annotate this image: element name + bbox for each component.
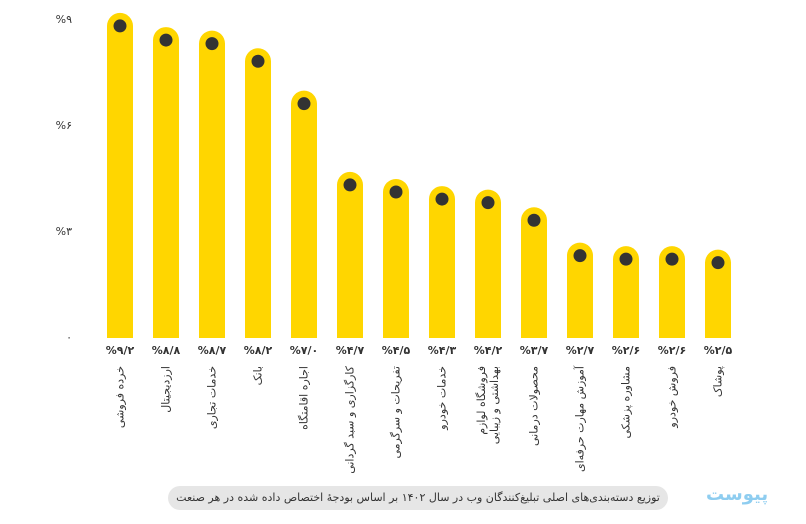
logo: پیوست bbox=[706, 484, 769, 505]
bar-dot bbox=[619, 252, 633, 266]
value-label: %۲/۷ bbox=[566, 344, 595, 357]
x-tick-label: خدمات تجاری bbox=[205, 366, 219, 430]
bar-dot bbox=[711, 256, 725, 270]
x-tick-label: خدمات خودرو bbox=[435, 366, 449, 430]
bar bbox=[429, 186, 455, 338]
bar bbox=[567, 242, 593, 338]
x-tick-label: فروش خودرو bbox=[665, 366, 679, 428]
bar bbox=[107, 12, 133, 338]
value-label: %۴/۲ bbox=[474, 344, 503, 357]
bar-dot bbox=[251, 54, 265, 68]
bar-dot bbox=[389, 185, 403, 199]
bar-dot bbox=[113, 19, 127, 33]
bar-dot bbox=[665, 252, 679, 266]
bar bbox=[659, 246, 685, 338]
value-label: %۲/۶ bbox=[612, 344, 640, 357]
value-label: %۳/۷ bbox=[520, 344, 549, 357]
bar-dot bbox=[527, 213, 541, 227]
bar bbox=[521, 207, 547, 338]
bar bbox=[383, 179, 409, 338]
x-tick-label: ارزدیجیتال bbox=[159, 366, 173, 413]
value-label: %۸/۷ bbox=[198, 344, 227, 357]
x-tick-label: محصولات درمانی bbox=[527, 366, 541, 447]
value-label: %۴/۷ bbox=[336, 344, 365, 357]
x-tick-label: فروشگاه لوازم بهداشتی و زیبایی bbox=[475, 366, 501, 445]
value-label: %۴/۳ bbox=[428, 344, 457, 357]
bar-dot bbox=[481, 196, 495, 210]
x-tick-label: بانک bbox=[251, 366, 265, 386]
bar-dot bbox=[573, 249, 587, 263]
value-label: %۸/۲ bbox=[244, 344, 273, 357]
bar-dot bbox=[297, 97, 311, 111]
value-label: %۲/۶ bbox=[658, 344, 686, 357]
value-label: %۷/۰ bbox=[290, 344, 318, 357]
bar-dot bbox=[159, 33, 173, 47]
bar bbox=[291, 90, 317, 339]
x-tick-label: مشاوره پزشکی bbox=[619, 366, 633, 439]
bar bbox=[613, 246, 639, 338]
x-tick-label: خرده فروشی bbox=[113, 366, 127, 429]
x-tick-label: اجاره اقامتگاه bbox=[297, 366, 311, 430]
bar-dot bbox=[435, 192, 449, 206]
bar-dot bbox=[343, 178, 357, 192]
value-label: %۲/۵ bbox=[704, 344, 733, 357]
x-tick-label: کارگزاری و سبد گردانی bbox=[343, 366, 357, 474]
x-tick-label: آموزش مهارت حرفه‌ای bbox=[573, 366, 587, 473]
y-tick-label: %۹ bbox=[56, 13, 72, 26]
bar bbox=[337, 171, 363, 338]
x-tick-label: تفریحات و سرگرمی bbox=[389, 366, 403, 459]
value-label: %۸/۸ bbox=[152, 344, 181, 357]
y-tick-label: %۳ bbox=[56, 225, 72, 238]
bar-dot bbox=[205, 37, 219, 51]
bar bbox=[705, 249, 731, 338]
bar bbox=[199, 30, 225, 338]
bar bbox=[153, 27, 179, 339]
value-label: %۴/۵ bbox=[382, 344, 411, 357]
bar bbox=[475, 189, 501, 338]
x-tick-label: پوشاک bbox=[711, 366, 725, 398]
y-tick-label: %۶ bbox=[56, 119, 72, 132]
caption: توزیع دسته‌بندی‌های اصلی تبلیغ‌کنندگان و… bbox=[168, 486, 668, 510]
bar bbox=[245, 48, 271, 339]
y-tick-label: ۰ bbox=[66, 331, 72, 344]
value-label: %۹/۲ bbox=[106, 344, 135, 357]
